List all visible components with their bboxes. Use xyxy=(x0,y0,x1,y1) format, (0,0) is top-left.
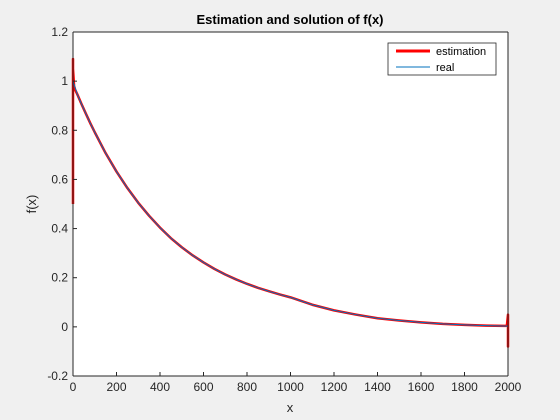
x-tick-label: 800 xyxy=(237,380,257,394)
y-tick-label: 1 xyxy=(61,74,68,88)
x-tick-label: 1400 xyxy=(364,380,391,394)
y-tick-label: 0.6 xyxy=(51,172,68,186)
y-tick-label: -0.2 xyxy=(47,369,68,383)
x-tick-label: 2000 xyxy=(495,380,522,394)
x-tick-label: 1200 xyxy=(321,380,348,394)
x-tick-label: 600 xyxy=(193,380,213,394)
legend-label-estimation: estimation xyxy=(436,46,486,58)
legend-label-real: real xyxy=(436,62,454,74)
y-tick-label: 0.8 xyxy=(51,123,68,137)
x-tick-label: 0 xyxy=(70,380,77,394)
x-axis-label: x xyxy=(287,400,294,415)
y-axis-label: f(x) xyxy=(24,195,39,214)
chart-title: Estimation and solution of f(x) xyxy=(196,12,383,27)
x-tick-label: 1600 xyxy=(408,380,435,394)
x-tick-label: 1800 xyxy=(451,380,478,394)
y-tick-label: 1.2 xyxy=(51,25,68,39)
legend: estimation real xyxy=(388,43,496,75)
x-tick-label: 400 xyxy=(150,380,170,394)
y-tick-label: 0.4 xyxy=(51,222,68,236)
y-tick-label: 0 xyxy=(61,320,68,334)
x-tick-label: 1000 xyxy=(277,380,304,394)
y-tick-label: 0.2 xyxy=(51,271,68,285)
x-tick-label: 200 xyxy=(106,380,126,394)
